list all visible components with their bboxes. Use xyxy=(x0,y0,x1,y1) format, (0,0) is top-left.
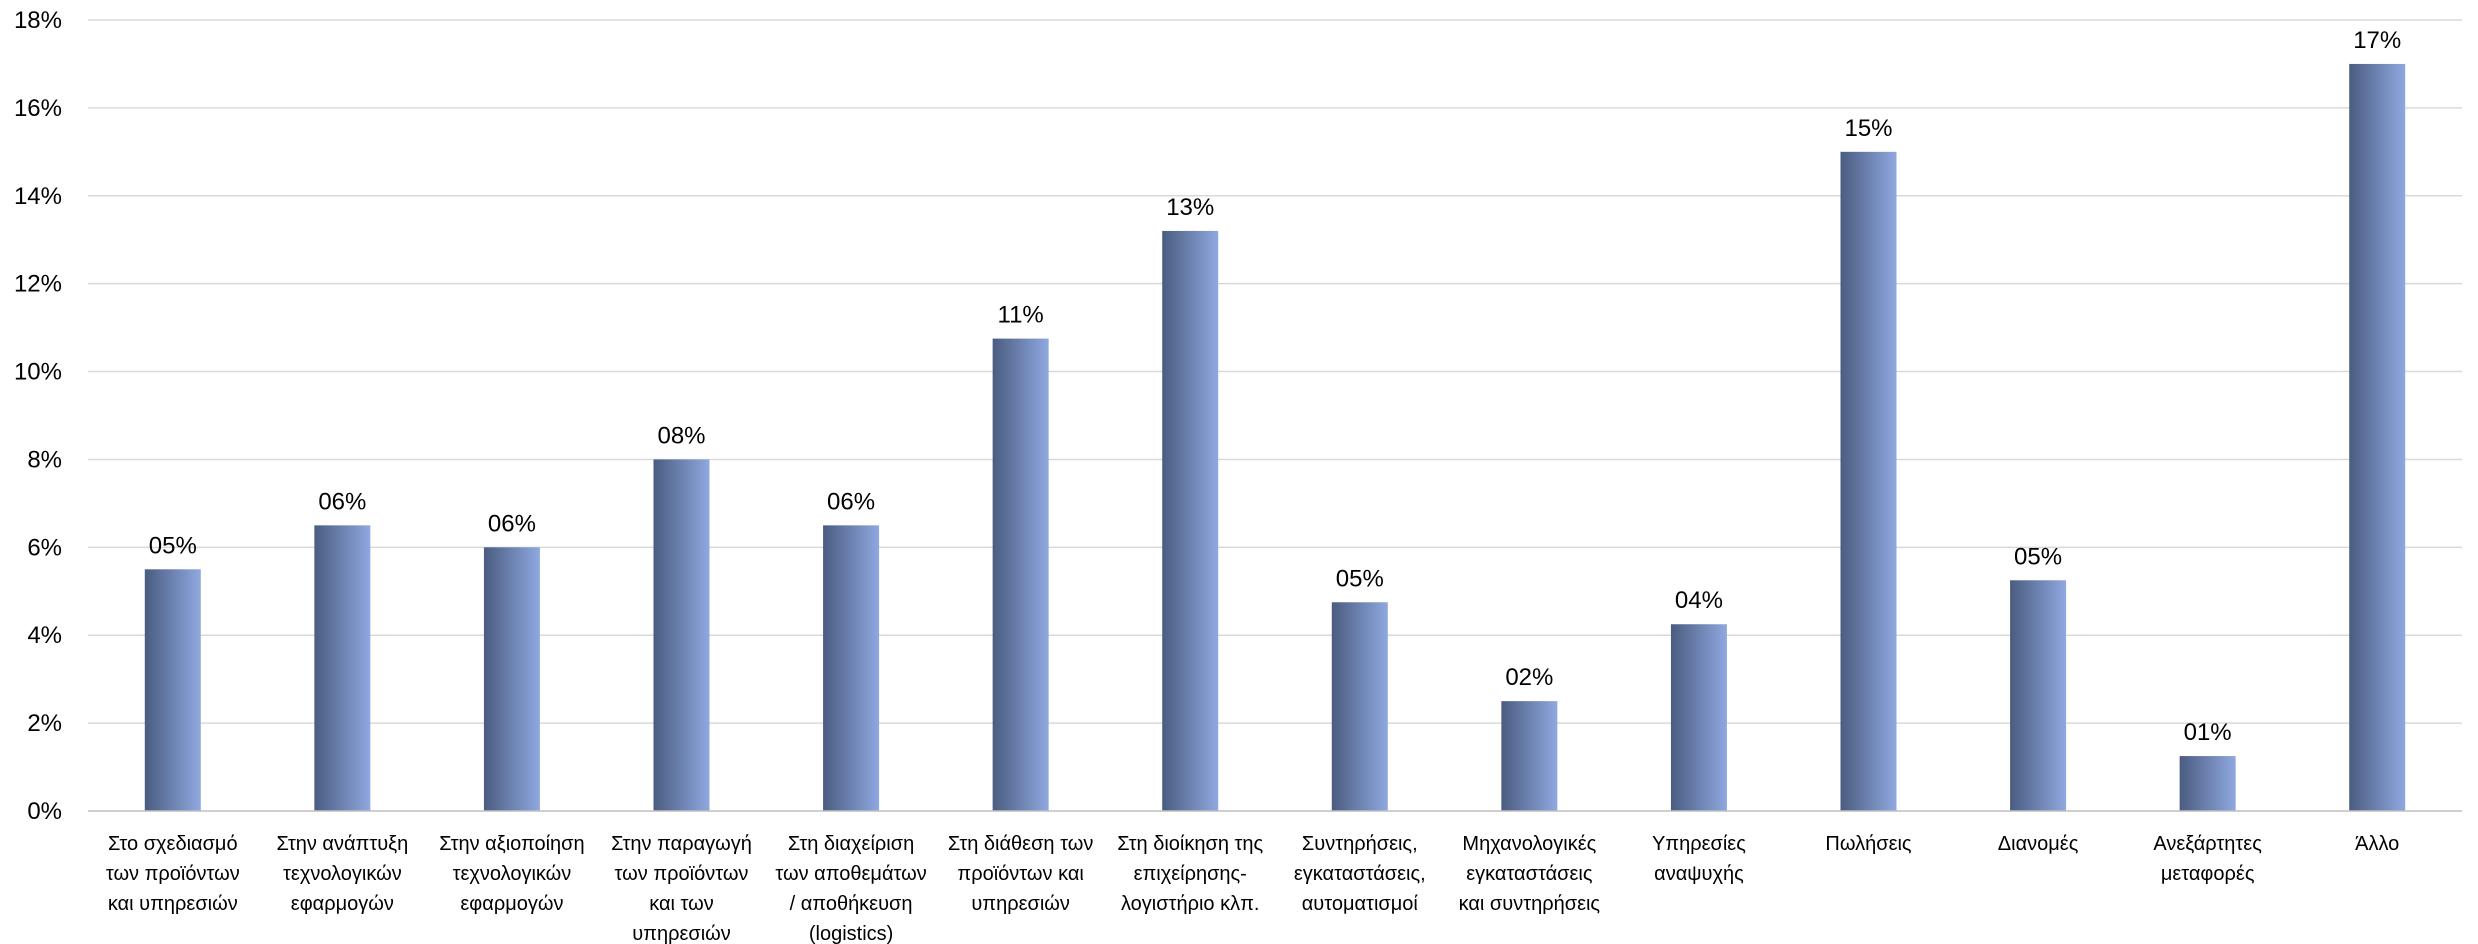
bar xyxy=(2010,580,2067,811)
data-labels: 05% 06% 06% 08% 06% 11% 13% 05% 02% 04% 15% 05% 01% 1… xyxy=(149,27,2401,746)
data-label: 11% xyxy=(998,302,1044,329)
x-tick-label-line: των προϊόντων xyxy=(106,863,240,885)
y-tick-label: 8% xyxy=(27,446,62,473)
x-tick-label: Ανεξάρτητες μεταφορές xyxy=(2153,833,2262,885)
x-tick-label-line: και των xyxy=(649,893,714,915)
x-tick-label-line: Στο σχεδιασμό xyxy=(108,833,238,855)
bar xyxy=(653,459,710,811)
x-tick-label-line: Συντηρήσεις, xyxy=(1302,833,1418,855)
x-tick-label-line: λογιστήριο κλπ. xyxy=(1121,893,1260,915)
x-tick-label: Στη διοίκηση της επιχείρησης-λογιστήριο κ… xyxy=(1117,833,1263,915)
y-tick-label: 14% xyxy=(14,183,62,210)
x-tick-label-line: Στη διοίκηση της xyxy=(1117,833,1263,855)
x-tick-label-line: Στην παραγωγή xyxy=(611,833,752,855)
x-tick-label: Συντηρήσεις, εγκαταστάσεις, αυτοματισμοί xyxy=(1294,833,1426,915)
bar xyxy=(314,525,371,811)
x-tick-label-line: Στη διάθεση των xyxy=(948,833,1093,855)
x-tick-label-line: αυτοματισμοί xyxy=(1302,893,1419,915)
x-tick-label-line: των προϊόντων xyxy=(615,863,749,885)
x-tick-label-line: Πωλήσεις xyxy=(1825,833,1912,855)
bar xyxy=(2179,756,2236,811)
x-tick-label-line: Στην ανάπτυξη xyxy=(276,833,408,855)
x-tick-label-line: υπηρεσιών xyxy=(632,923,731,944)
gridlines xyxy=(88,19,2462,724)
x-tick-label-line: υπηρεσιών xyxy=(971,893,1070,915)
x-tick-label: Στην παραγωγή των προϊόντων και των υπηρεσι… xyxy=(611,833,752,944)
x-tick-label-line: αναψυχής xyxy=(1654,863,1744,885)
x-tick-label-line: εφαρμογών xyxy=(291,893,394,915)
data-label: 05% xyxy=(149,532,197,559)
x-tick-label: Στο σχεδιασμό των προϊόντων και υπηρεσιών xyxy=(106,833,240,915)
bar xyxy=(1162,230,1219,811)
bar xyxy=(1840,151,1897,812)
y-tick-label: 2% xyxy=(27,710,62,737)
x-tick-label-line: επιχείρησης- xyxy=(1134,863,1247,885)
x-tick-label-line: τεχνολογικών xyxy=(283,863,402,885)
x-tick-label-line: εγκαταστάσεις, xyxy=(1294,863,1426,885)
y-tick-label: 4% xyxy=(27,622,62,649)
x-tick-label-line: Άλλο xyxy=(2355,833,2399,855)
bars xyxy=(144,63,2406,812)
data-label: 15% xyxy=(1844,115,1892,142)
data-label: 06% xyxy=(827,488,875,515)
data-label: 04% xyxy=(1675,587,1723,614)
y-tick-label: 10% xyxy=(14,359,62,386)
x-tick-label-line: και συντηρήσεις xyxy=(1459,893,1601,915)
bar xyxy=(1501,701,1558,811)
x-tick-label-line: τεχνολογικών xyxy=(453,863,572,885)
x-tick-label-line: μεταφορές xyxy=(2161,863,2255,885)
x-tick-label: Στην αξιοποίηση τεχνολογικών εφαρμογών xyxy=(439,833,584,915)
bar xyxy=(992,338,1049,811)
x-tick-label-line: Υπηρεσίες xyxy=(1652,833,1746,855)
x-tick-label: Μηχανολογικές εγκαταστάσεις και συντηρήσει… xyxy=(1459,833,1601,915)
x-tick-label: Διανομές xyxy=(1998,833,2079,855)
y-tick-label: 16% xyxy=(14,95,62,122)
y-tick-label: 18% xyxy=(14,7,62,34)
data-label: 02% xyxy=(1505,664,1553,691)
data-label: 05% xyxy=(2014,543,2062,570)
x-tick-label-line: προϊόντων και xyxy=(957,863,1083,885)
bar xyxy=(2349,63,2406,811)
bar xyxy=(1670,624,1727,811)
x-tick-label-line: (logistics) xyxy=(809,923,893,944)
bar xyxy=(483,547,540,811)
x-tick-label-line: / αποθήκευση xyxy=(790,893,913,915)
data-label: 01% xyxy=(2184,719,2232,746)
data-label: 05% xyxy=(1336,565,1384,592)
x-tick-label: Πωλήσεις xyxy=(1825,833,1912,855)
x-tick-label-line: Στη διαχείριση xyxy=(788,833,914,855)
data-label: 17% xyxy=(2353,27,2401,54)
x-tick-label: Στη διάθεση των προϊόντων και υπηρεσιών xyxy=(948,833,1093,915)
x-tick-label: Στη διαχείριση των αποθεμάτων / αποθήκευση… xyxy=(775,833,926,944)
x-tick-label-line: εφαρμογών xyxy=(460,893,563,915)
y-axis-tick-labels: 0% 2% 4% 6% 8% 10% 12% 14% 16% 18% xyxy=(14,7,62,825)
x-tick-label-line: των αποθεμάτων xyxy=(775,863,926,885)
bar xyxy=(823,525,880,811)
data-label: 06% xyxy=(488,510,536,537)
x-tick-label-line: Μηχανολογικές xyxy=(1462,833,1596,855)
data-label: 08% xyxy=(657,422,705,449)
data-label: 06% xyxy=(318,488,366,515)
y-tick-label: 6% xyxy=(27,534,62,561)
x-tick-label-line: και υπηρεσιών xyxy=(108,893,238,915)
bar xyxy=(1331,602,1388,811)
y-tick-label: 12% xyxy=(14,271,62,298)
x-tick-label: Στην ανάπτυξη τεχνολογικών εφαρμογών xyxy=(276,833,408,915)
x-tick-label-line: εγκαταστάσεις xyxy=(1466,863,1593,885)
x-axis-category-labels: Στο σχεδιασμό των προϊόντων και υπηρεσιώνΣ… xyxy=(106,833,2399,944)
x-tick-label-line: Στην αξιοποίηση xyxy=(439,833,584,855)
x-tick-label: Υπηρεσίες αναψυχής xyxy=(1652,833,1746,885)
bar xyxy=(144,569,201,811)
x-tick-label-line: Διανομές xyxy=(1998,833,2079,855)
x-tick-label: Άλλο xyxy=(2355,833,2399,855)
y-tick-label: 0% xyxy=(27,798,62,825)
x-tick-label-line: Ανεξάρτητες xyxy=(2153,833,2262,855)
data-label: 13% xyxy=(1166,194,1214,221)
